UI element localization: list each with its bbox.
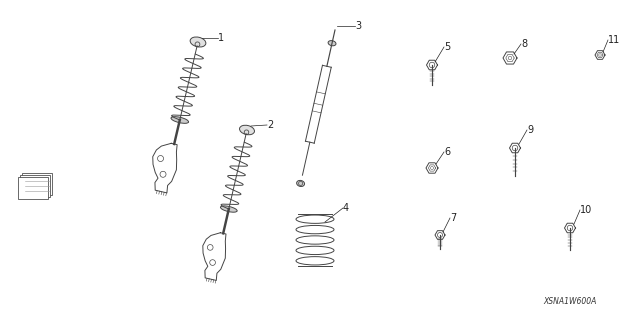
- Ellipse shape: [171, 117, 189, 123]
- Text: 4: 4: [343, 203, 349, 213]
- Bar: [18, 177, 48, 199]
- Text: 8: 8: [521, 39, 527, 49]
- Text: 1: 1: [218, 33, 224, 43]
- Ellipse shape: [328, 41, 336, 46]
- Bar: [22, 173, 52, 195]
- Text: XSNA1W600A: XSNA1W600A: [543, 298, 596, 307]
- Ellipse shape: [296, 181, 305, 187]
- Text: 10: 10: [580, 205, 592, 215]
- Text: 3: 3: [355, 21, 361, 31]
- Text: 6: 6: [444, 147, 450, 157]
- Ellipse shape: [239, 125, 255, 135]
- Text: 2: 2: [267, 120, 273, 130]
- Text: 7: 7: [450, 213, 456, 223]
- Text: 11: 11: [608, 35, 620, 45]
- Ellipse shape: [220, 206, 237, 212]
- Ellipse shape: [190, 37, 206, 47]
- Bar: [20, 175, 50, 197]
- Text: 9: 9: [527, 125, 533, 135]
- Text: 5: 5: [444, 42, 451, 52]
